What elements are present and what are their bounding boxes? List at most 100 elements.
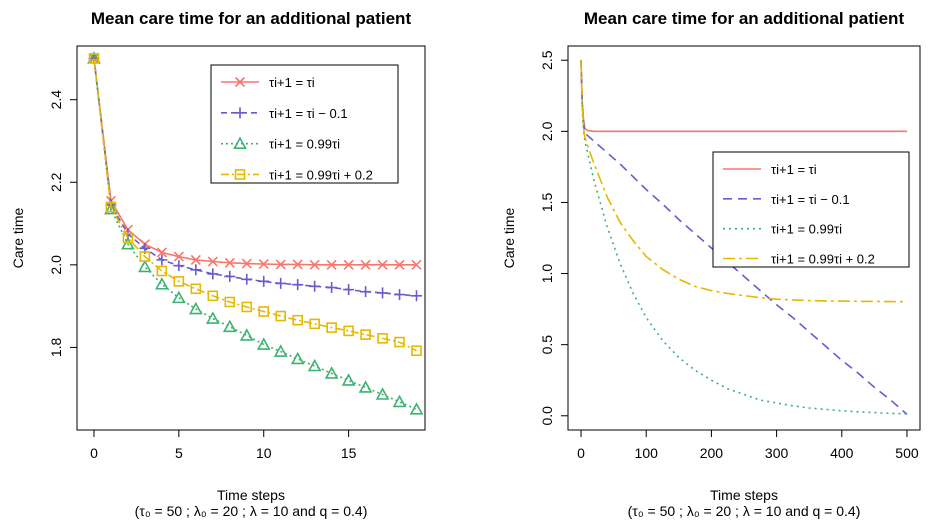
x-axis-label: Time steps — [217, 487, 285, 503]
marker-x — [292, 259, 303, 270]
marker-square — [241, 301, 253, 313]
plot-area — [580, 60, 908, 416]
series-line-3 — [580, 60, 908, 415]
marker-plus — [156, 254, 168, 266]
marker-triangle — [358, 380, 373, 393]
legend-label-3: τi+1 = 0.99τi — [771, 222, 842, 237]
legend-label-3: τi+1 = 0.99τi — [269, 137, 340, 152]
marker-triangle — [172, 290, 186, 304]
series-line-2 — [580, 60, 908, 416]
marker-x — [241, 258, 252, 269]
y-axis-label: Care time — [10, 207, 26, 268]
marker-x — [258, 258, 269, 270]
marker-square — [326, 322, 337, 333]
marker-square — [411, 345, 422, 357]
marker-triangle — [273, 344, 288, 357]
x-tick-label: 10 — [256, 445, 272, 461]
legend-label-1: τi+1 = τi — [269, 75, 315, 90]
marker-square — [173, 276, 185, 287]
marker-plus — [343, 284, 355, 296]
legend-label-1: τi+1 = τi — [771, 162, 817, 177]
plot-frame — [567, 45, 921, 431]
marker-square — [275, 310, 287, 322]
legend-label-2: τi+1 = τi − 0.1 — [269, 106, 348, 121]
x-tick-label: 200 — [700, 445, 724, 461]
marker-square — [258, 306, 270, 317]
x-tick-label: 5 — [175, 445, 183, 461]
marker-triangle — [409, 402, 424, 415]
x-tick-label: 500 — [895, 445, 919, 461]
marker-square — [309, 318, 320, 330]
marker-square — [207, 290, 219, 302]
marker-triangle — [188, 301, 203, 315]
marker-plus — [173, 260, 185, 272]
marker-triangle — [256, 337, 271, 350]
marker-triangle — [222, 319, 237, 333]
marker-plus — [326, 282, 338, 294]
chart-panel-2: Mean care time for an additional patient… — [501, 9, 921, 519]
marker-triangle — [307, 358, 322, 372]
marker-square — [234, 169, 246, 180]
marker-plus — [394, 289, 406, 301]
marker-square — [292, 314, 303, 326]
series-line-1 — [580, 60, 907, 133]
y-axis-label: Care time — [501, 207, 517, 268]
legend: τi+1 = τi τi+1 = τi − 0.1 τi+1 = 0.99τi τi+… — [712, 151, 910, 268]
marker-plus — [224, 270, 236, 282]
marker-plus — [258, 275, 270, 287]
marker-triangle — [138, 259, 152, 273]
y-tick-label: 2.5 — [539, 50, 555, 70]
marker-x — [234, 76, 246, 88]
marker-plus — [275, 277, 287, 289]
marker-x — [156, 247, 167, 258]
y-tick-label: 2.0 — [48, 255, 64, 275]
marker-triangle — [375, 387, 390, 400]
x-tick-label: 0 — [577, 445, 585, 461]
marker-x — [207, 256, 218, 267]
chart-title: Mean care time for an additional patient — [91, 9, 412, 28]
marker-triangle — [290, 351, 305, 365]
marker-square — [122, 232, 134, 244]
x-tick-label: 0 — [90, 445, 98, 461]
y-tick-label: 0.0 — [539, 406, 555, 426]
chart-panel-1: Mean care time for an additional patient… — [10, 9, 426, 519]
x-tick-label: 100 — [635, 445, 659, 461]
legend-box — [712, 151, 910, 268]
y-tick-label: 2.2 — [48, 172, 64, 192]
marker-triangle — [155, 277, 169, 290]
marker-x — [394, 259, 405, 270]
y-tick-label: 1.5 — [539, 193, 555, 213]
marker-plus — [241, 273, 253, 285]
marker-plus — [292, 279, 304, 291]
marker-square — [190, 283, 202, 295]
legend: τi+1 = τi τi+1 = τi − 0.1 τi+1 = 0.99τi τi+… — [210, 64, 399, 184]
x-tick-label: 300 — [765, 445, 789, 461]
marker-plus — [190, 264, 202, 276]
series-line-4 — [93, 58, 417, 352]
y-tick-label: 1.8 — [48, 337, 64, 357]
marker-square — [394, 336, 405, 348]
legend-label-4: τi+1 = 0.99τi + 0.2 — [269, 167, 373, 182]
y-tick-label: 2.0 — [539, 121, 555, 141]
marker-triangle — [392, 394, 407, 408]
marker-plus — [377, 287, 389, 299]
marker-plus — [360, 286, 372, 298]
x-axis-sublabel: (τ₀ = 50 ; λ₀ = 20 ; λ = 10 and q = 0.4) — [135, 503, 368, 519]
marker-x — [343, 259, 354, 270]
marker-plus — [234, 107, 246, 119]
y-tick-label: 2.4 — [48, 90, 64, 110]
y-tick-label: 1.0 — [539, 264, 555, 284]
marker-triangle — [121, 237, 135, 250]
marker-square — [224, 296, 236, 308]
marker-square — [360, 329, 371, 340]
marker-triangle — [205, 311, 220, 324]
marker-triangle — [239, 328, 254, 341]
marker-square — [156, 265, 168, 277]
marker-square — [139, 251, 151, 262]
marker-x — [411, 259, 422, 270]
marker-x — [309, 259, 320, 270]
marker-x — [173, 251, 184, 262]
marker-square — [343, 325, 354, 337]
marker-x — [224, 257, 235, 268]
